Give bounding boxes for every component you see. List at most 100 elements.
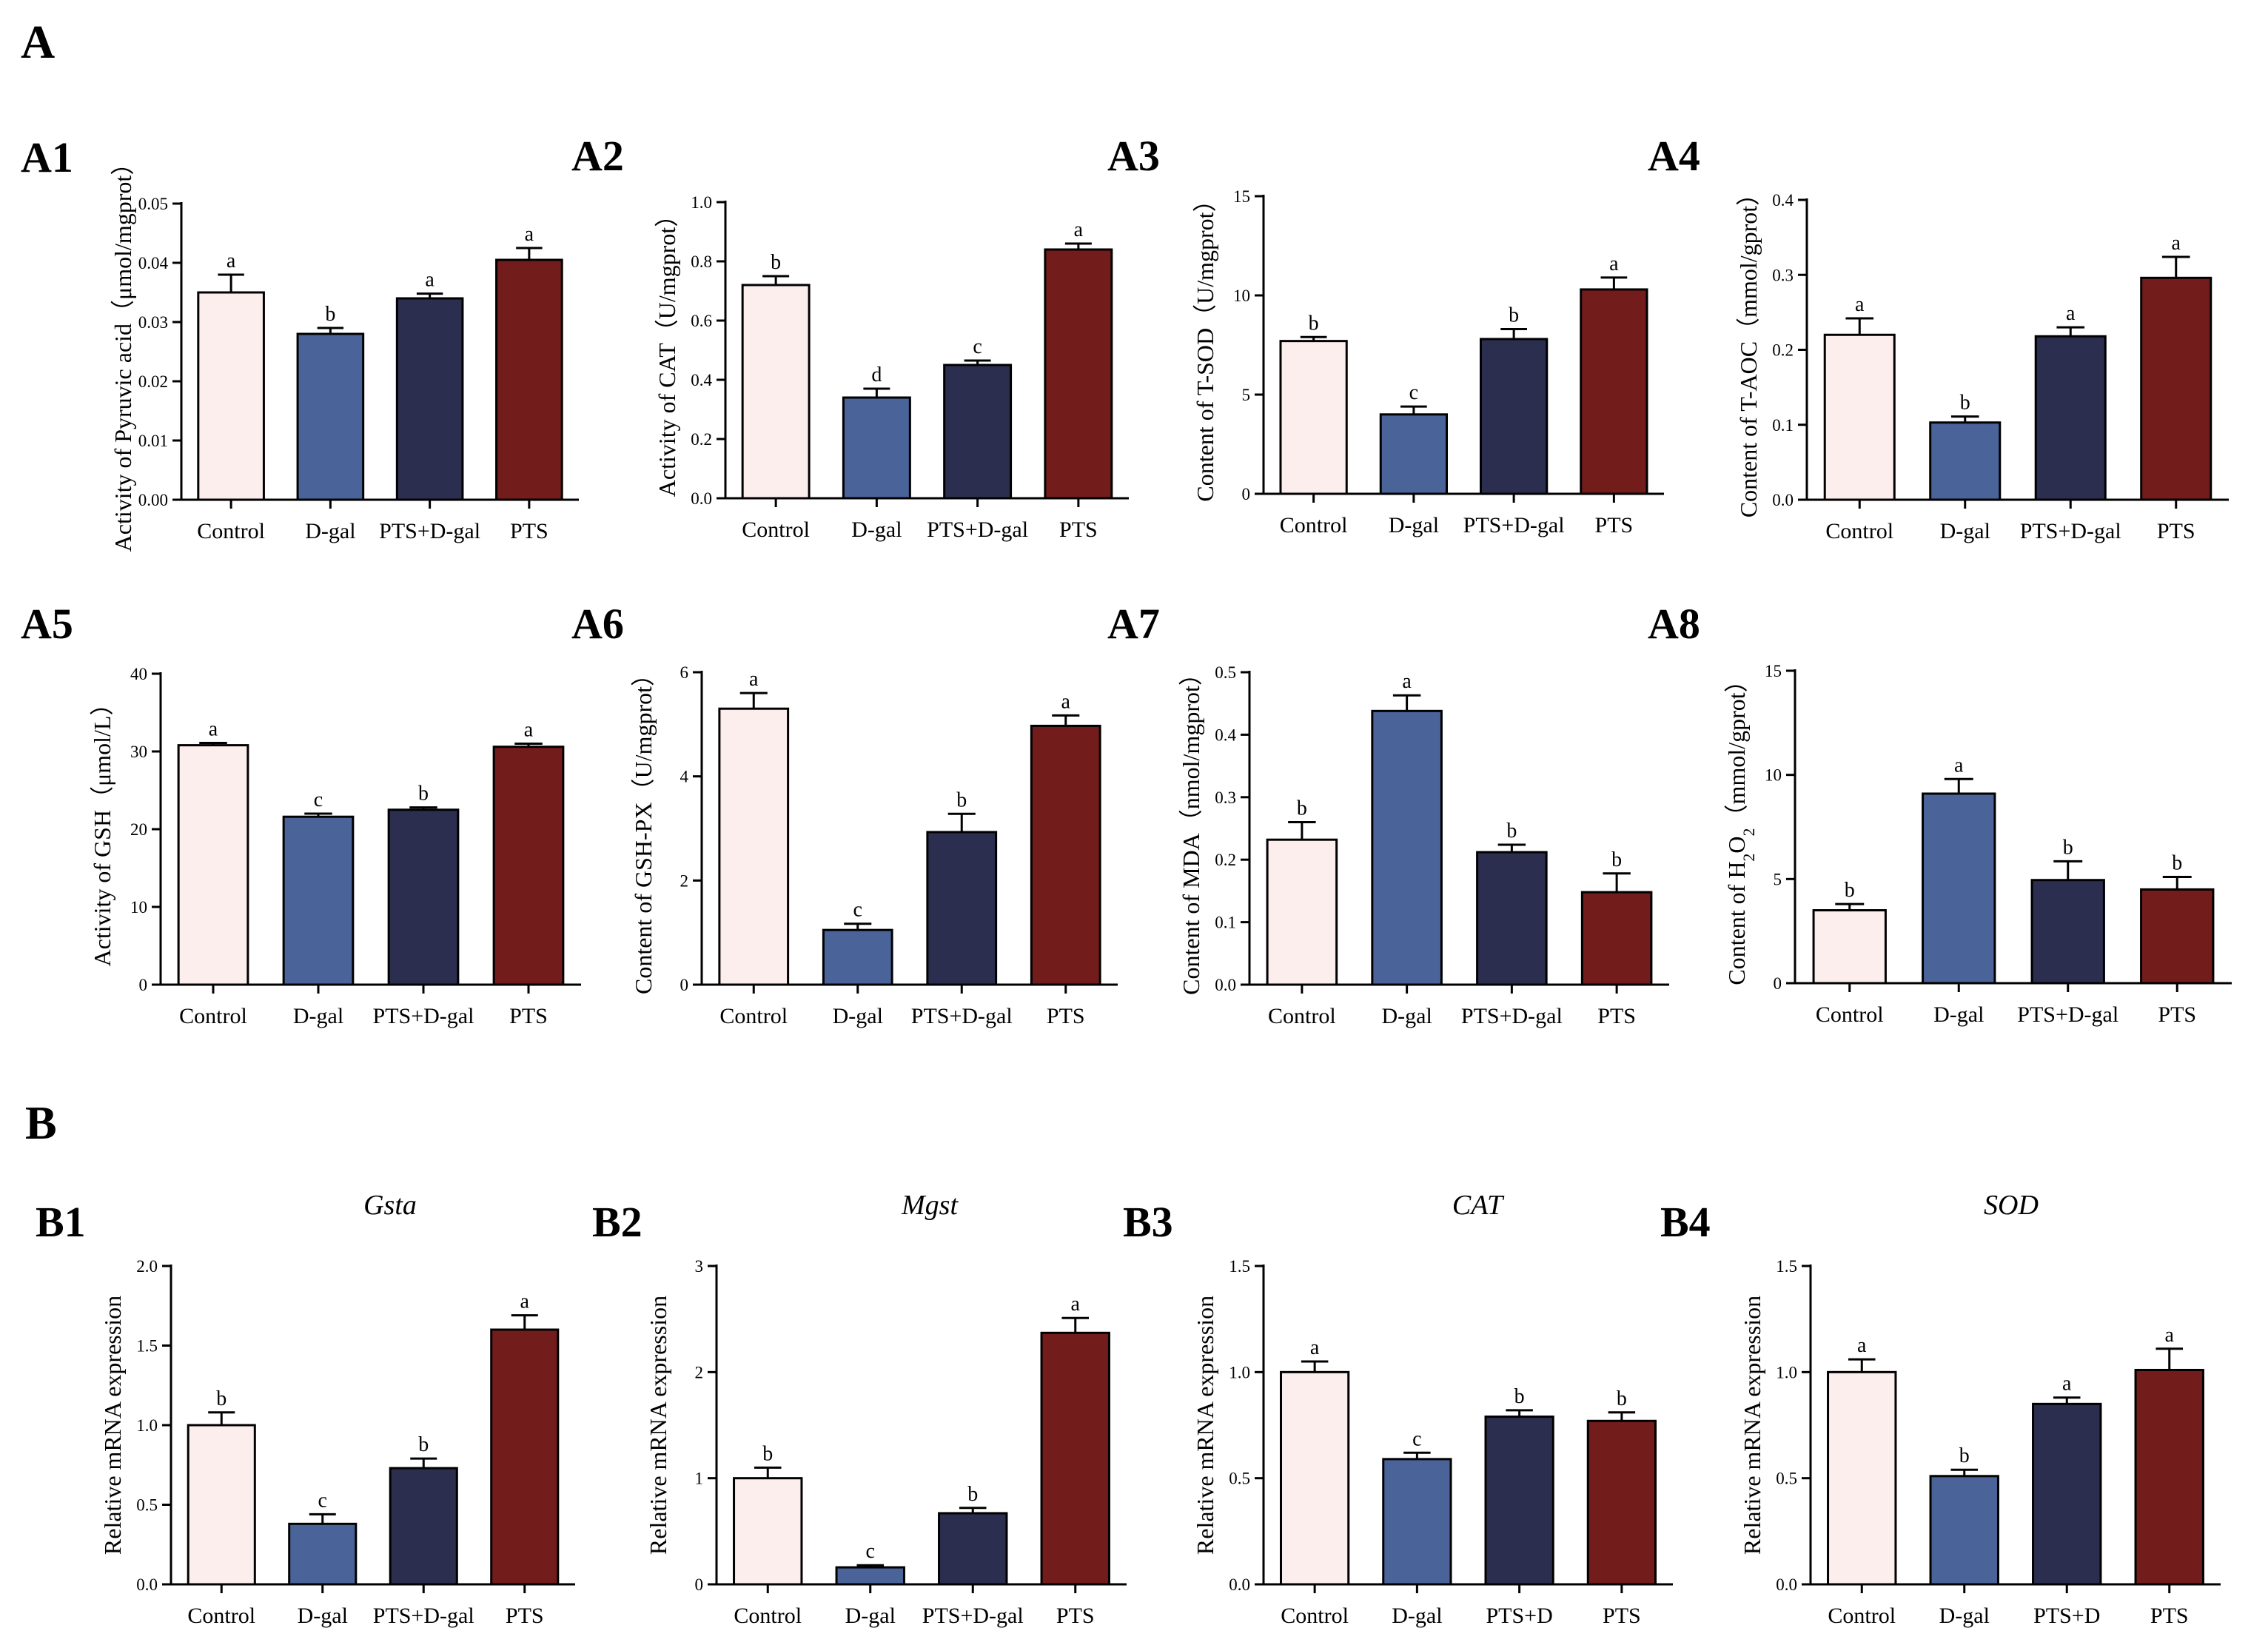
panel-label-a1: A1 (21, 133, 73, 181)
x-tick-label-pts: PTS (1597, 1004, 1636, 1028)
x-tick-label-pts-d-gal: PTS+D-gal (379, 519, 480, 543)
x-tick-label-d-gal: D-gal (1940, 519, 1990, 543)
significance-letter-pts: b (1617, 1387, 1627, 1410)
y-axis-label-b4: Relative mRNA expression (1739, 1296, 1765, 1555)
significance-letter-d-gal: c (1412, 1427, 1421, 1450)
bar-pts-d-gal (938, 1512, 1008, 1586)
bar-pts (1586, 1419, 1657, 1586)
chart-title-b4: SOD (1984, 1190, 2039, 1221)
y-tick-label: 2 (695, 1363, 704, 1381)
x-tick-label-pts-d: PTS+D (2033, 1604, 2100, 1628)
x-tick-label-pts-d-gal: PTS+D-gal (911, 1004, 1013, 1028)
x-tick-label-d-gal: D-gal (845, 1604, 896, 1628)
x-tick-label-d-gal: D-gal (293, 1004, 343, 1028)
bar-pts (1040, 1331, 1110, 1586)
bar-d-gal (1922, 792, 1996, 985)
panel-label-a6: A6 (571, 600, 624, 648)
y-tick-label: 1.0 (691, 193, 712, 212)
significance-letter-pts-d: a (2062, 1373, 2072, 1396)
y-tick-label: 30 (130, 743, 147, 761)
bar-control (1279, 340, 1348, 495)
x-tick-label-control: Control (1268, 1004, 1336, 1028)
y-tick-label: 40 (130, 665, 147, 683)
y-tick-label: 0.3 (1772, 266, 1794, 284)
bar-pts-d-gal (2030, 879, 2105, 985)
y-tick-label: 0 (139, 976, 148, 994)
bar-d-gal (1371, 709, 1443, 986)
y-tick-label: 0.3 (1215, 788, 1236, 807)
bar-pts (1030, 724, 1101, 986)
significance-letter-control: a (1310, 1336, 1320, 1359)
x-tick-label-pts-d-gal: PTS+D-gal (927, 517, 1028, 542)
significance-letter-control: b (771, 251, 781, 274)
y-tick-label: 0.0 (691, 489, 712, 508)
y-tick-label: 10 (130, 898, 147, 917)
section-label-a: A (21, 16, 55, 68)
y-tick-label: 0.5 (136, 1496, 158, 1515)
bar-control (733, 1477, 803, 1586)
y-tick-label: 1.5 (136, 1337, 158, 1356)
y-axis-label-a4: Content of T-AOC（mmol/gprot） (1735, 182, 1762, 517)
y-tick-label: 0.5 (1229, 1470, 1250, 1488)
x-tick-label-pts: PTS (2157, 519, 2195, 543)
bar-pts-d-gal (926, 831, 998, 986)
x-tick-label-pts: PTS (1595, 513, 1634, 537)
y-tick-label: 0.0 (1772, 491, 1794, 509)
significance-letter-d-gal: c (853, 899, 862, 922)
bar-d-gal (288, 1522, 358, 1586)
x-tick-label-control: Control (1280, 513, 1348, 537)
y-tick-label: 0.03 (138, 313, 168, 332)
significance-letter-pts: a (2165, 1324, 2175, 1347)
significance-letter-pts: a (2172, 232, 2181, 255)
significance-letter-pts: a (525, 223, 534, 246)
significance-letter-pts-d-gal: b (418, 1433, 429, 1456)
bar-control (197, 291, 265, 501)
y-tick-label: 10 (1233, 287, 1250, 305)
y-tick-label: 1.0 (1776, 1363, 1797, 1381)
y-tick-label: 0.4 (691, 371, 712, 389)
x-tick-label-control: Control (1281, 1604, 1349, 1628)
y-axis-label-a8: Content of H2O2（mmol/gprot） (1723, 669, 1758, 985)
bar-control (718, 707, 790, 986)
bar-pts-d-gal (1476, 851, 1548, 986)
x-tick-label-pts: PTS (2158, 1002, 2196, 1027)
bar-control (1812, 909, 1887, 985)
chart-a8: A8 0 5 10 15 Content of H2O2（mmol/gprot） b Cont… (1648, 600, 2232, 1027)
significance-letter-pts-d-gal: a (2066, 302, 2076, 325)
bar-pts-d (1484, 1416, 1554, 1586)
chart-title-b2: Mgst (901, 1190, 959, 1221)
y-tick-label: 0.4 (1215, 726, 1236, 744)
chart-a3: A3 0 5 10 15 Content of T-SOD（U/mgprot） b Contr… (1107, 132, 1664, 537)
bar-pts-d-gal (387, 808, 460, 986)
panel-label-a3: A3 (1107, 132, 1160, 180)
x-tick-label-pts-d-gal: PTS+D-gal (373, 1604, 474, 1628)
significance-letter-pts: a (520, 1290, 530, 1313)
bar-pts-d-gal (389, 1467, 458, 1586)
y-tick-label: 0.2 (691, 430, 712, 449)
x-tick-label-pts-d-gal: PTS+D-gal (2020, 519, 2121, 543)
significance-letter-pts-d-gal: c (973, 335, 982, 358)
significance-letter-control: a (209, 717, 218, 740)
x-tick-label-d-gal: D-gal (1381, 1004, 1432, 1028)
significance-letter-pts-d-gal: b (1509, 304, 1519, 327)
bar-control (741, 284, 811, 500)
chart-a4: A4 0.0 0.1 0.2 0.3 0.4 Content of T-AOC（mmol/g… (1648, 132, 2229, 543)
x-tick-label-control: Control (1828, 1604, 1896, 1628)
significance-letter-control: a (1857, 1334, 1867, 1357)
bar-pts (2140, 276, 2212, 501)
y-tick-label: 6 (680, 663, 689, 682)
x-tick-label-pts: PTS (1603, 1604, 1641, 1628)
y-tick-label: 0.8 (691, 252, 712, 271)
significance-letter-control: b (1845, 879, 1855, 902)
y-tick-label: 0.02 (138, 372, 168, 391)
bar-d-gal (822, 928, 893, 986)
chart-title-b3: CAT (1452, 1190, 1505, 1221)
y-tick-label: 0.5 (1215, 663, 1236, 682)
section-label-b: B (25, 1096, 57, 1149)
chart-a7: A7 0.0 0.1 0.2 0.3 0.4 0.5 Content of MDA（nmol/… (1107, 600, 1669, 1028)
y-tick-label: 0.0 (1215, 976, 1236, 994)
y-tick-label: 0.0 (1776, 1575, 1797, 1594)
x-tick-label-control: Control (719, 1004, 788, 1028)
